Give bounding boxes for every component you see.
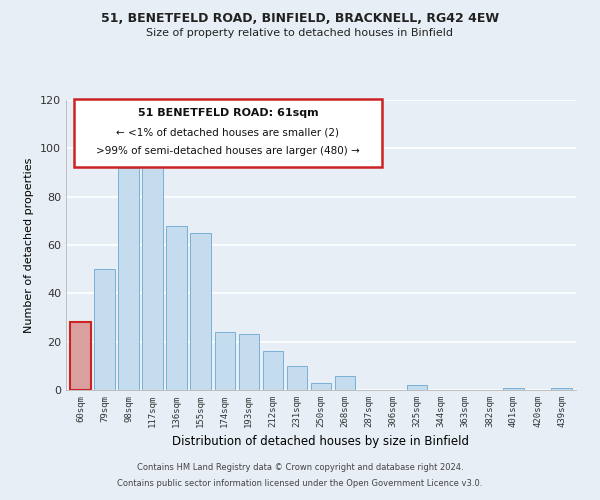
Text: Contains public sector information licensed under the Open Government Licence v3: Contains public sector information licen… [118, 478, 482, 488]
Bar [239, 334, 259, 390]
Text: Contains HM Land Registry data © Crown copyright and database right 2024.: Contains HM Land Registry data © Crown c… [137, 464, 463, 472]
Bar [335, 376, 355, 390]
Bar [287, 366, 307, 390]
Bar [166, 226, 187, 390]
Bar [263, 352, 283, 390]
Text: ← <1% of detached houses are smaller (2): ← <1% of detached houses are smaller (2) [116, 128, 340, 138]
Bar [551, 388, 572, 390]
Y-axis label: Number of detached properties: Number of detached properties [25, 158, 34, 332]
Bar [190, 233, 211, 390]
Text: 51 BENETFELD ROAD: 61sqm: 51 BENETFELD ROAD: 61sqm [137, 108, 318, 118]
Text: Size of property relative to detached houses in Binfield: Size of property relative to detached ho… [146, 28, 454, 38]
Bar [94, 269, 115, 390]
Bar [503, 388, 524, 390]
Bar [215, 332, 235, 390]
Text: >99% of semi-detached houses are larger (480) →: >99% of semi-detached houses are larger … [96, 146, 360, 156]
Bar [70, 322, 91, 390]
Bar [407, 385, 427, 390]
X-axis label: Distribution of detached houses by size in Binfield: Distribution of detached houses by size … [173, 436, 470, 448]
Text: 51, BENETFELD ROAD, BINFIELD, BRACKNELL, RG42 4EW: 51, BENETFELD ROAD, BINFIELD, BRACKNELL,… [101, 12, 499, 26]
Bar [311, 383, 331, 390]
FancyBboxPatch shape [74, 98, 382, 166]
Bar [118, 168, 139, 390]
Bar [142, 156, 163, 390]
